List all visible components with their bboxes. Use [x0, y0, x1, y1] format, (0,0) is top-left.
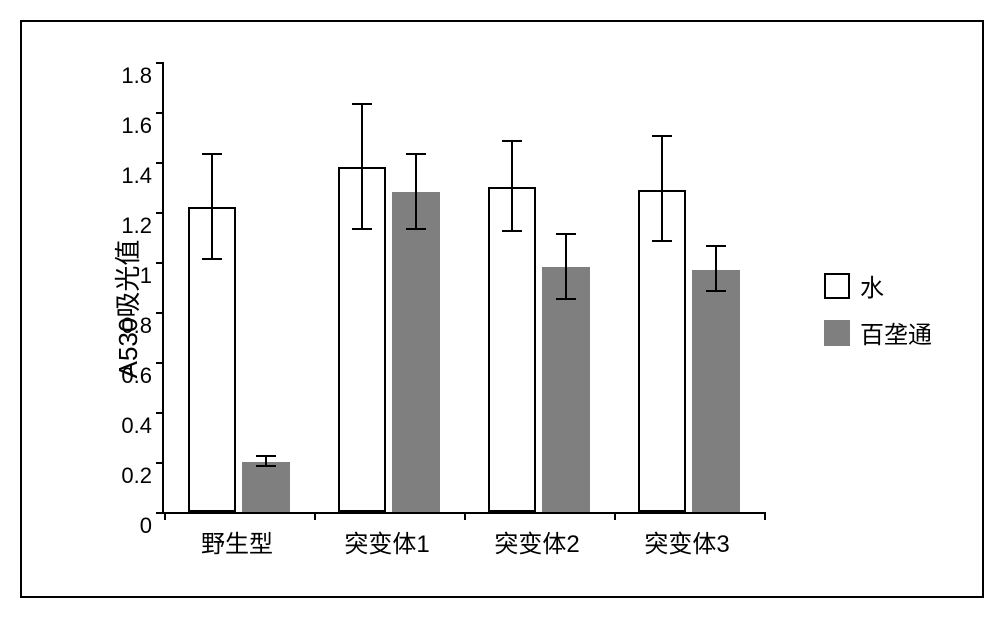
y-axis-title: A530吸光值: [108, 240, 145, 379]
xtick-mark: [314, 512, 316, 520]
ytick-mark: [156, 262, 164, 264]
error-bar: [361, 105, 363, 230]
legend-label-water: 水: [860, 268, 884, 303]
ytick-label: 0.6: [102, 363, 152, 389]
error-cap: [556, 233, 576, 235]
ytick-label: 1.6: [102, 113, 152, 139]
bar-herb: [692, 270, 740, 513]
legend-item-water: 水: [824, 268, 932, 303]
ytick-mark: [156, 412, 164, 414]
ytick-mark: [156, 62, 164, 64]
error-cap: [706, 290, 726, 292]
error-cap: [556, 298, 576, 300]
ytick-mark: [156, 112, 164, 114]
xtick-label: 野生型: [201, 524, 273, 559]
plot-area: [162, 62, 764, 514]
bar-herb: [242, 462, 290, 512]
legend-swatch-water: [824, 273, 850, 299]
error-bar: [211, 155, 213, 260]
xtick-label: 突变体2: [494, 524, 579, 559]
legend: 水 百垄通: [824, 256, 932, 362]
error-cap: [652, 240, 672, 242]
bar-herb: [392, 192, 440, 512]
ytick-label: 0: [102, 513, 152, 539]
error-cap: [502, 140, 522, 142]
ytick-label: 1.4: [102, 163, 152, 189]
ytick-mark: [156, 512, 164, 514]
bar-water: [488, 187, 536, 512]
ytick-mark: [156, 212, 164, 214]
legend-swatch-herb: [824, 320, 850, 346]
error-bar: [511, 142, 513, 232]
legend-label-herb: 百垄通: [860, 315, 932, 350]
error-bar: [715, 247, 717, 292]
error-cap: [502, 230, 522, 232]
ytick-mark: [156, 312, 164, 314]
xtick-label: 突变体1: [344, 524, 429, 559]
error-bar: [415, 155, 417, 230]
legend-item-herb: 百垄通: [824, 315, 932, 350]
bar-herb: [542, 267, 590, 512]
ytick-label: 0.8: [102, 313, 152, 339]
ytick-label: 0.4: [102, 413, 152, 439]
xtick-mark: [764, 512, 766, 520]
error-cap: [406, 153, 426, 155]
xtick-mark: [164, 512, 166, 520]
error-cap: [406, 228, 426, 230]
ytick-mark: [156, 162, 164, 164]
error-cap: [352, 103, 372, 105]
ytick-label: 1: [102, 263, 152, 289]
error-cap: [652, 135, 672, 137]
chart-container: A530吸光值 水 百垄通 0 0.2 0.4 0.6 0.8 1 1.2 1.4 1.6 1.8…: [20, 20, 984, 598]
error-cap: [256, 455, 276, 457]
error-bar: [661, 137, 663, 242]
error-bar: [565, 235, 567, 300]
error-cap: [256, 465, 276, 467]
xtick-mark: [464, 512, 466, 520]
xtick-mark: [614, 512, 616, 520]
error-cap: [706, 245, 726, 247]
ytick-label: 1.2: [102, 213, 152, 239]
ytick-label: 0.2: [102, 463, 152, 489]
error-cap: [202, 258, 222, 260]
error-cap: [202, 153, 222, 155]
ytick-label: 1.8: [102, 63, 152, 89]
ytick-mark: [156, 462, 164, 464]
error-cap: [352, 228, 372, 230]
xtick-label: 突变体3: [644, 524, 729, 559]
ytick-mark: [156, 362, 164, 364]
